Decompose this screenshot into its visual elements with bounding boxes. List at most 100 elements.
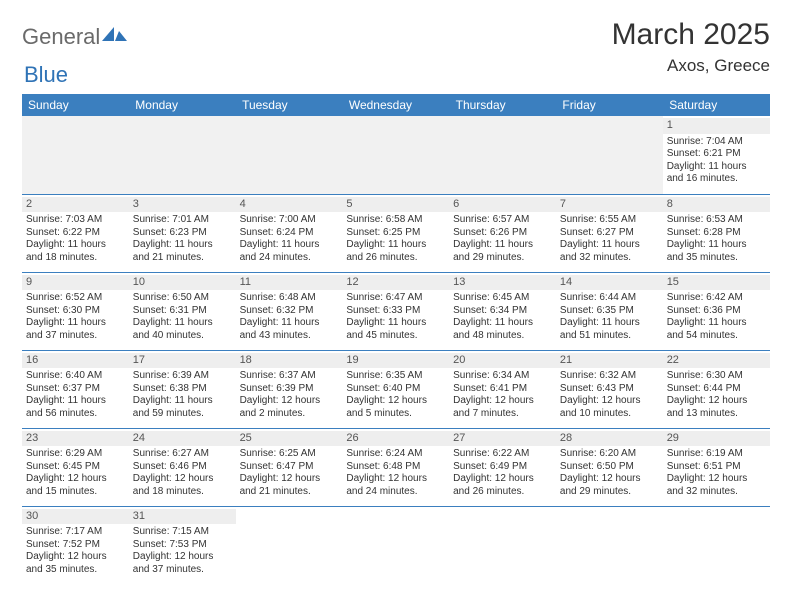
sunset-text: Sunset: 6:22 PM: [26, 227, 125, 240]
sunrise-text: Sunrise: 7:00 AM: [240, 214, 339, 227]
day-number: 17: [129, 353, 236, 369]
daylight-line2: and 56 minutes.: [26, 408, 125, 421]
daylight-line1: Daylight: 12 hours: [133, 551, 232, 564]
day-number: 3: [129, 197, 236, 213]
sunrise-text: Sunrise: 6:22 AM: [453, 448, 552, 461]
calendar-cell: 20Sunrise: 6:34 AMSunset: 6:41 PMDayligh…: [449, 350, 556, 428]
sunrise-text: Sunrise: 6:47 AM: [346, 292, 445, 305]
daylight-line2: and 48 minutes.: [453, 330, 552, 343]
sunrise-text: Sunrise: 6:25 AM: [240, 448, 339, 461]
daylight-line1: Daylight: 11 hours: [240, 317, 339, 330]
calendar-cell: [236, 116, 343, 194]
day-number: 14: [556, 275, 663, 291]
calendar-cell: 15Sunrise: 6:42 AMSunset: 6:36 PMDayligh…: [663, 272, 770, 350]
day-number: 13: [449, 275, 556, 291]
calendar-cell: 21Sunrise: 6:32 AMSunset: 6:43 PMDayligh…: [556, 350, 663, 428]
daylight-line2: and 7 minutes.: [453, 408, 552, 421]
day-number: 15: [663, 275, 770, 291]
day-number: 9: [22, 275, 129, 291]
calendar-cell: 29Sunrise: 6:19 AMSunset: 6:51 PMDayligh…: [663, 428, 770, 506]
calendar-cell: 3Sunrise: 7:01 AMSunset: 6:23 PMDaylight…: [129, 194, 236, 272]
daylight-line1: Daylight: 12 hours: [240, 395, 339, 408]
sunrise-text: Sunrise: 6:57 AM: [453, 214, 552, 227]
day-number: 16: [22, 353, 129, 369]
sunrise-text: Sunrise: 6:40 AM: [26, 370, 125, 383]
sunrise-text: Sunrise: 6:53 AM: [667, 214, 766, 227]
sunset-text: Sunset: 6:37 PM: [26, 383, 125, 396]
daylight-line1: Daylight: 11 hours: [453, 317, 552, 330]
calendar-cell: 31Sunrise: 7:15 AMSunset: 7:53 PMDayligh…: [129, 506, 236, 584]
daylight-line2: and 18 minutes.: [133, 486, 232, 499]
daylight-line2: and 29 minutes.: [453, 252, 552, 265]
calendar-cell: 12Sunrise: 6:47 AMSunset: 6:33 PMDayligh…: [342, 272, 449, 350]
daylight-line2: and 35 minutes.: [667, 252, 766, 265]
weekday-header: Sunday: [22, 94, 129, 116]
weekday-header: Thursday: [449, 94, 556, 116]
sunrise-text: Sunrise: 6:58 AM: [346, 214, 445, 227]
sunset-text: Sunset: 7:52 PM: [26, 539, 125, 552]
daylight-line1: Daylight: 11 hours: [133, 317, 232, 330]
daylight-line2: and 18 minutes.: [26, 252, 125, 265]
daylight-line2: and 35 minutes.: [26, 564, 125, 577]
calendar-cell: [556, 116, 663, 194]
sunset-text: Sunset: 6:35 PM: [560, 305, 659, 318]
day-number: 7: [556, 197, 663, 213]
calendar-cell: 22Sunrise: 6:30 AMSunset: 6:44 PMDayligh…: [663, 350, 770, 428]
calendar-row: 9Sunrise: 6:52 AMSunset: 6:30 PMDaylight…: [22, 272, 770, 350]
daylight-line1: Daylight: 11 hours: [26, 239, 125, 252]
calendar-cell: 19Sunrise: 6:35 AMSunset: 6:40 PMDayligh…: [342, 350, 449, 428]
day-number: 12: [342, 275, 449, 291]
daylight-line2: and 10 minutes.: [560, 408, 659, 421]
daylight-line2: and 15 minutes.: [26, 486, 125, 499]
sunrise-text: Sunrise: 6:34 AM: [453, 370, 552, 383]
sunrise-text: Sunrise: 6:20 AM: [560, 448, 659, 461]
daylight-line2: and 26 minutes.: [453, 486, 552, 499]
daylight-line2: and 26 minutes.: [346, 252, 445, 265]
weekday-header: Friday: [556, 94, 663, 116]
sunrise-text: Sunrise: 6:50 AM: [133, 292, 232, 305]
calendar-cell: [129, 116, 236, 194]
calendar-cell: 28Sunrise: 6:20 AMSunset: 6:50 PMDayligh…: [556, 428, 663, 506]
sunset-text: Sunset: 6:21 PM: [667, 148, 766, 161]
daylight-line1: Daylight: 12 hours: [560, 395, 659, 408]
calendar-cell: [663, 506, 770, 584]
day-number: 2: [22, 197, 129, 213]
sunset-text: Sunset: 6:27 PM: [560, 227, 659, 240]
sunset-text: Sunset: 6:38 PM: [133, 383, 232, 396]
sunset-text: Sunset: 6:30 PM: [26, 305, 125, 318]
day-number: 21: [556, 353, 663, 369]
calendar-cell: [236, 506, 343, 584]
brand-part2: Blue: [24, 62, 68, 87]
sunset-text: Sunset: 6:39 PM: [240, 383, 339, 396]
day-number: 29: [663, 431, 770, 447]
sunset-text: Sunset: 6:41 PM: [453, 383, 552, 396]
day-number: 8: [663, 197, 770, 213]
calendar-cell: 2Sunrise: 7:03 AMSunset: 6:22 PMDaylight…: [22, 194, 129, 272]
calendar-cell: 27Sunrise: 6:22 AMSunset: 6:49 PMDayligh…: [449, 428, 556, 506]
sunset-text: Sunset: 6:46 PM: [133, 461, 232, 474]
day-number: 26: [342, 431, 449, 447]
sunrise-text: Sunrise: 6:44 AM: [560, 292, 659, 305]
sunset-text: Sunset: 6:31 PM: [133, 305, 232, 318]
daylight-line1: Daylight: 12 hours: [240, 473, 339, 486]
sunrise-text: Sunrise: 6:35 AM: [346, 370, 445, 383]
calendar-row: 30Sunrise: 7:17 AMSunset: 7:52 PMDayligh…: [22, 506, 770, 584]
sunset-text: Sunset: 6:28 PM: [667, 227, 766, 240]
sunrise-text: Sunrise: 7:01 AM: [133, 214, 232, 227]
sunset-text: Sunset: 6:43 PM: [560, 383, 659, 396]
sunset-text: Sunset: 6:45 PM: [26, 461, 125, 474]
calendar-row: 16Sunrise: 6:40 AMSunset: 6:37 PM Dayligh…: [22, 350, 770, 428]
daylight-line2: and 51 minutes.: [560, 330, 659, 343]
title-block: March 2025 Axos, Greece: [612, 18, 770, 76]
day-number: 27: [449, 431, 556, 447]
location-text: Axos, Greece: [612, 56, 770, 76]
daylight-line2: and 32 minutes.: [667, 486, 766, 499]
day-number: 1: [663, 118, 770, 134]
daylight-line2: and 59 minutes.: [133, 408, 232, 421]
day-number: 24: [129, 431, 236, 447]
daylight-line2: and 37 minutes.: [133, 564, 232, 577]
daylight-line2: and 24 minutes.: [346, 486, 445, 499]
day-number: 5: [342, 197, 449, 213]
daylight-line1: Daylight: 12 hours: [346, 395, 445, 408]
sunset-text: Sunset: 6:50 PM: [560, 461, 659, 474]
